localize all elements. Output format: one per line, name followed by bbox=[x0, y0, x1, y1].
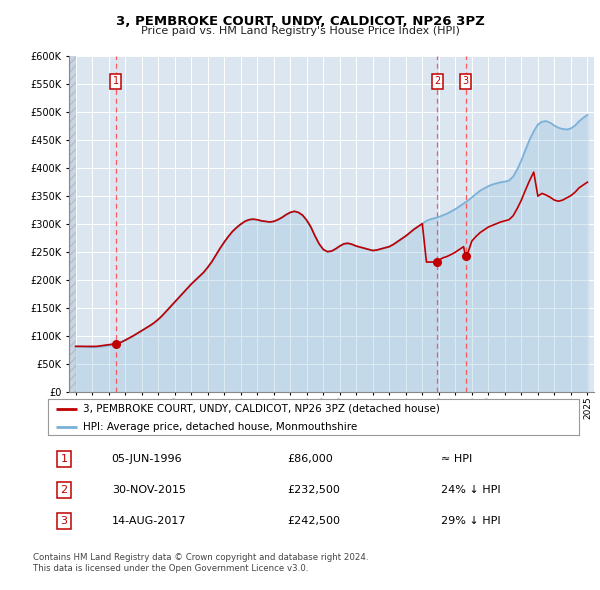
Text: 3, PEMBROKE COURT, UNDY, CALDICOT, NP26 3PZ (detached house): 3, PEMBROKE COURT, UNDY, CALDICOT, NP26 … bbox=[83, 404, 439, 414]
Text: 24% ↓ HPI: 24% ↓ HPI bbox=[441, 485, 500, 495]
Text: 1: 1 bbox=[61, 454, 67, 464]
Text: 1: 1 bbox=[113, 76, 119, 86]
Text: Contains HM Land Registry data © Crown copyright and database right 2024.
This d: Contains HM Land Registry data © Crown c… bbox=[33, 553, 368, 573]
Text: 2: 2 bbox=[61, 485, 67, 495]
Text: £242,500: £242,500 bbox=[287, 516, 340, 526]
Text: 3: 3 bbox=[61, 516, 67, 526]
Text: ≈ HPI: ≈ HPI bbox=[441, 454, 472, 464]
Text: 29% ↓ HPI: 29% ↓ HPI bbox=[441, 516, 500, 526]
Text: 3, PEMBROKE COURT, UNDY, CALDICOT, NP26 3PZ: 3, PEMBROKE COURT, UNDY, CALDICOT, NP26 … bbox=[116, 15, 484, 28]
Text: 30-NOV-2015: 30-NOV-2015 bbox=[112, 485, 186, 495]
Text: 05-JUN-1996: 05-JUN-1996 bbox=[112, 454, 182, 464]
Text: 14-AUG-2017: 14-AUG-2017 bbox=[112, 516, 186, 526]
Text: HPI: Average price, detached house, Monmouthshire: HPI: Average price, detached house, Monm… bbox=[83, 422, 357, 432]
Text: 3: 3 bbox=[463, 76, 469, 86]
Text: 2: 2 bbox=[434, 76, 440, 86]
Text: Price paid vs. HM Land Registry's House Price Index (HPI): Price paid vs. HM Land Registry's House … bbox=[140, 26, 460, 36]
Text: £86,000: £86,000 bbox=[287, 454, 333, 464]
Text: £232,500: £232,500 bbox=[287, 485, 340, 495]
